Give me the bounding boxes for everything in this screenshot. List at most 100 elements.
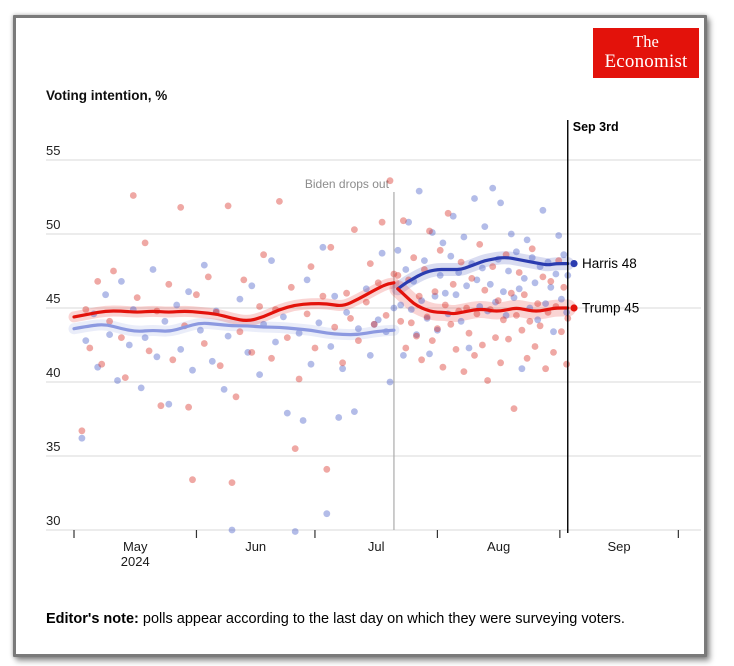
poll-dot-trump-pre (224, 202, 232, 210)
dropout-annotation: Biden drops out (305, 177, 395, 530)
poll-dot-harris-post (502, 312, 510, 319)
end-label-harris-post: Harris 48 (582, 256, 637, 271)
month-label: Jul (368, 539, 385, 554)
poll-dot-harris-post (439, 239, 447, 247)
chart-title: Voting intention, % (46, 88, 168, 103)
poll-dot-trump-pre (82, 306, 90, 313)
poll-dot-trump-pre (378, 218, 386, 226)
poll-dot-trump-post (468, 275, 476, 282)
poll-dot-trump-post (460, 368, 468, 375)
poll-dot-trump-post (473, 310, 481, 318)
poll-dot-biden-pre (323, 510, 331, 518)
poll-dot-biden-pre (137, 384, 145, 392)
poll-dot-trump-post (507, 289, 515, 297)
poll-dot-trump-post (400, 217, 407, 225)
poll-dot-trump-post (413, 332, 420, 340)
poll-dot-harris-post (457, 317, 465, 325)
poll-dot-trump-post (418, 356, 425, 364)
poll-dot-trump-post (497, 359, 504, 367)
poll-dot-trump-pre (110, 267, 117, 275)
poll-dot-biden-pre (280, 313, 287, 321)
poll-dot-trump-pre (355, 337, 362, 344)
poll-dot-trump-pre (118, 334, 125, 341)
end-dot-harris-post (570, 260, 578, 268)
poll-dot-trump-post (542, 365, 549, 373)
poll-dot-trump-post (560, 283, 568, 291)
y-gridlines: 55 50 45 40 35 30 (46, 143, 701, 531)
poll-dot-trump-pre (390, 270, 398, 278)
poll-dot-trump-post (410, 254, 418, 262)
poll-dot-harris-post (407, 306, 415, 313)
poll-dot-trump-pre (287, 283, 295, 291)
poll-dot-biden-pre (351, 408, 358, 415)
poll-dot-trump-post (520, 291, 528, 299)
poll-dot-biden-pre (339, 365, 346, 373)
poll-dot-trump-post (518, 326, 526, 334)
poll-dot-trump-pre (370, 320, 378, 328)
economist-logo: The Economist (593, 28, 699, 78)
poll-dot-trump-post (465, 329, 473, 337)
poll-dot-biden-pre (374, 316, 382, 324)
poll-dot-trump-post (471, 352, 478, 359)
poll-dot-trump-post (407, 319, 415, 327)
poll-dot-harris-post (528, 254, 536, 262)
poll-dot-harris-post (489, 184, 497, 192)
poll-dot-harris-post (552, 270, 560, 278)
poll-dot-trump-pre (240, 276, 248, 284)
poll-dot-trump-pre (303, 310, 311, 318)
poll-dot-trump-pre (228, 479, 236, 486)
poll-dot-harris-post (539, 206, 547, 214)
poll-dot-biden-pre (307, 360, 315, 368)
poll-dot-harris-post (471, 195, 478, 202)
poll-dot-trump-pre (204, 273, 212, 281)
poll-dot-trump-post (479, 341, 486, 349)
poll-dot-biden-pre (244, 349, 252, 356)
poll-dot-biden-pre (118, 278, 125, 285)
poll-dot-trump-post (536, 322, 544, 330)
y-tick-label: 45 (46, 291, 60, 306)
y-tick-label: 40 (46, 365, 60, 380)
poll-dot-trump-pre (121, 374, 129, 381)
poll-dot-trump-post (423, 313, 431, 321)
poll-dot-harris-post (473, 276, 481, 284)
month-label: Sep (608, 539, 631, 554)
poll-dot-biden-pre (378, 249, 386, 257)
y-tick-label: 55 (46, 143, 60, 158)
poll-dot-trump-pre (347, 315, 354, 322)
poll-dot-harris-post (523, 236, 531, 244)
poll-dot-biden-pre (165, 400, 173, 408)
poll-dot-biden-pre (331, 292, 339, 300)
poll-dot-trump-pre (177, 204, 185, 211)
poll-dot-trump-pre (268, 354, 275, 362)
poll-dot-trump-pre (106, 317, 113, 325)
poll-dot-trump-pre (189, 476, 196, 484)
poll-dot-harris-post (563, 309, 570, 316)
poll-dot-trump-post (447, 320, 455, 328)
poll-dot-trump-pre (260, 251, 267, 259)
poll-dot-trump-post (563, 360, 570, 368)
poll-dot-biden-pre (386, 378, 394, 386)
poll-dot-biden-pre (189, 366, 196, 374)
end-label-trump-post: Trump 45 (582, 301, 639, 316)
y-tick-label: 50 (46, 217, 60, 232)
poll-dot-trump-post (528, 245, 536, 253)
poll-dot-harris-post (460, 233, 468, 241)
poll-dot-trump-post (515, 269, 523, 276)
poll-dot-harris-post (415, 187, 423, 195)
poll-dot-biden-pre (370, 320, 378, 328)
poll-dot-trump-pre (200, 340, 208, 347)
poll-dot-trump-post (531, 343, 539, 350)
poll-dot-trump-pre (351, 226, 358, 234)
poll-dot-trump-pre (311, 344, 319, 352)
poll-dot-harris-post (500, 288, 507, 296)
poll-dot-harris-post (434, 326, 441, 334)
poll-dot-biden-pre (291, 528, 299, 535)
poll-dot-trump-post (452, 346, 460, 353)
poll-dot-trump-post (428, 337, 436, 344)
poll-dot-biden-pre (114, 377, 121, 384)
poll-dot-harris-post (441, 289, 449, 297)
poll-dot-biden-pre (390, 304, 398, 312)
poll-dot-harris-post (479, 264, 486, 272)
poll-dot-biden-pre (94, 363, 102, 371)
